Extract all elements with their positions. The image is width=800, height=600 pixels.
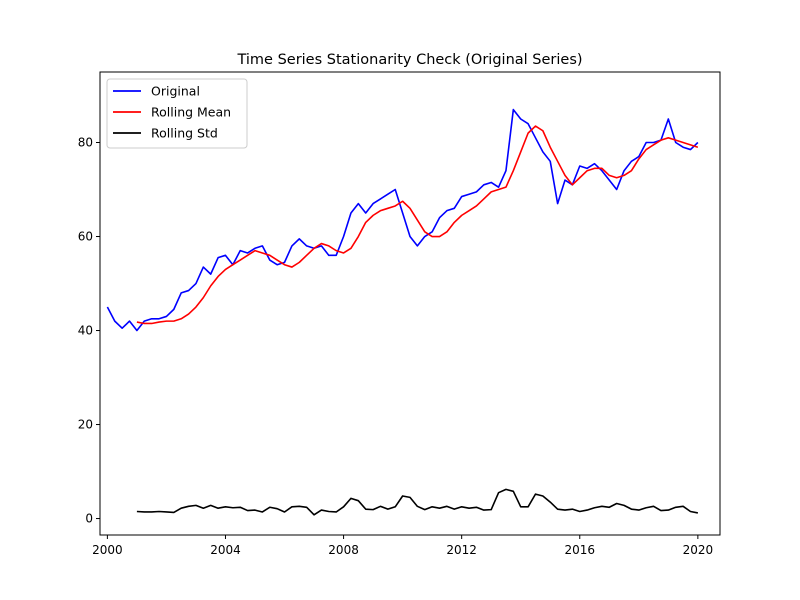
plot-area	[106, 108, 699, 516]
y-tick-label: 80	[78, 136, 93, 150]
y-tick-label: 40	[78, 324, 93, 338]
series-line-rolling-std	[136, 488, 699, 516]
legend-label-original: Original	[151, 84, 200, 99]
chart-title: Time Series Stationarity Check (Original…	[236, 52, 582, 68]
legend-label-rolling-mean: Rolling Mean	[151, 105, 231, 120]
legend-label-rolling-std: Rolling Std	[151, 126, 218, 141]
x-tick-label: 2016	[564, 543, 595, 557]
y-tick-label: 0	[85, 512, 93, 526]
x-tick-label: 2020	[683, 543, 714, 557]
y-tick-label: 20	[78, 418, 93, 432]
series-line-rolling-mean	[136, 125, 699, 325]
legend: Original Rolling Mean Rolling Std	[106, 78, 248, 149]
x-tick-label: 2004	[210, 543, 241, 557]
x-tick-label: 2000	[92, 543, 123, 557]
x-tick-label: 2012	[446, 543, 477, 557]
axes-frame	[99, 71, 721, 536]
y-tick-label: 60	[78, 230, 93, 244]
x-tick-label: 2008	[328, 543, 359, 557]
axes: 2000 2004 2008 2012 2016 2020 0 20 40 60 80	[78, 71, 721, 557]
legend-box	[106, 78, 248, 149]
